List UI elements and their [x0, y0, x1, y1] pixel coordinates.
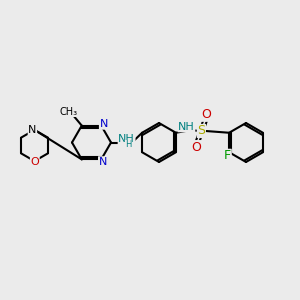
Text: O: O: [202, 108, 212, 121]
Text: O: O: [30, 157, 39, 167]
Text: NH: NH: [178, 122, 195, 132]
Text: NH: NH: [118, 134, 135, 145]
Text: O: O: [191, 141, 201, 154]
Text: CH₃: CH₃: [60, 106, 78, 116]
Text: N: N: [28, 124, 37, 135]
Text: N: N: [100, 119, 108, 129]
Text: H: H: [125, 140, 132, 149]
Text: F: F: [224, 149, 231, 162]
Text: N: N: [99, 157, 107, 167]
Text: S: S: [197, 124, 206, 137]
